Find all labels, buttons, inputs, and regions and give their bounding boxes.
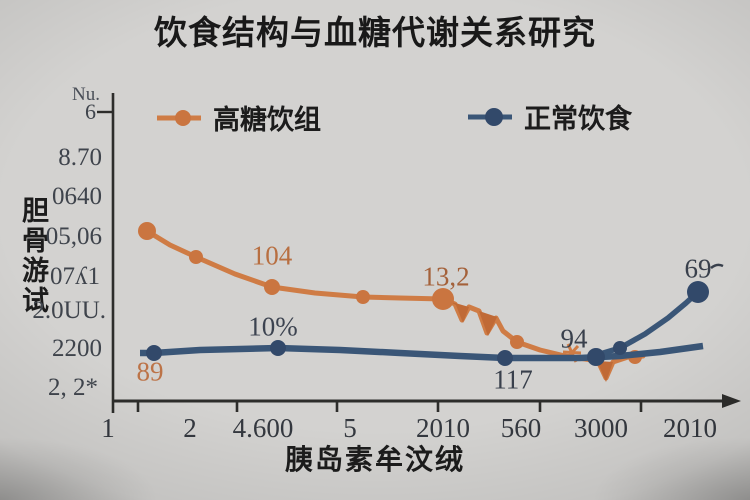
x-axis-tick-label-2: 4.600 bbox=[232, 413, 294, 443]
y-axis-tick-label-2: 05,06 bbox=[45, 223, 102, 250]
y-axis-corner-note: Nu. bbox=[72, 84, 100, 105]
series-normal-diet-point-4 bbox=[613, 341, 627, 355]
series-normal-diet-point-3 bbox=[587, 348, 605, 366]
y-axis-tick-label-6: 2, 2* bbox=[48, 374, 98, 401]
y-axis-tick-label-3: 07ʎ1 bbox=[50, 263, 100, 290]
series-high-sugar-point-2 bbox=[264, 279, 280, 295]
legend-marker-navy-icon bbox=[468, 107, 512, 126]
series-high-sugar-point-4 bbox=[432, 288, 454, 310]
x-axis-tick-label-5: 560 bbox=[500, 413, 542, 443]
series-normal-diet-point-1 bbox=[270, 340, 286, 356]
legend-item-normal-diet: 正常饮食 bbox=[466, 97, 632, 136]
y-axis-tick-label-1: 0640 bbox=[52, 183, 102, 210]
series-high-sugar-jag bbox=[479, 311, 497, 336]
x-axis-tick-label-3: 5 bbox=[343, 413, 357, 443]
data-label-94: 94 bbox=[560, 323, 588, 354]
series-high-sugar-point-3 bbox=[356, 290, 370, 304]
legend-label-normal-diet: 正常饮食 bbox=[524, 104, 632, 134]
data-label-10%: 10% bbox=[248, 311, 298, 342]
x-axis-tick-label-6: 3000 bbox=[574, 413, 628, 443]
series-normal-diet-line bbox=[140, 342, 704, 362]
x-axis-arrowhead-icon bbox=[722, 394, 741, 408]
label-69-tick-mark bbox=[710, 263, 724, 269]
series-high-sugar-spike bbox=[597, 361, 613, 382]
y-axis-tick-label-0: 8.70 bbox=[58, 144, 102, 171]
y-axis-top-tick-label: 6 bbox=[85, 99, 96, 124]
series-high-sugar-jag bbox=[445, 300, 469, 323]
x-axis-tick-label-0: 1 bbox=[101, 413, 115, 443]
data-label-13,2: 13,2 bbox=[422, 261, 470, 292]
x-axis-tick-label-1: 2 bbox=[183, 413, 197, 443]
series-high-sugar-point-5 bbox=[510, 335, 524, 349]
series-normal-diet-point-5 bbox=[687, 281, 709, 303]
legend-item-high-sugar: 高糖饮组 bbox=[155, 98, 321, 137]
y-axis-tick-label-4: 2.0UU. bbox=[32, 297, 106, 324]
data-label-117: 117 bbox=[493, 364, 533, 395]
y-axis-title: 胆骨游试 bbox=[18, 196, 48, 316]
series-normal-diet-point-2 bbox=[497, 350, 513, 366]
x-axis-title: 胰岛素牟汶绒 bbox=[284, 444, 466, 475]
chart-title: 饮食结构与血糖代谢关系研究 bbox=[154, 14, 596, 51]
y-axis-tick-label-5: 2200 bbox=[52, 335, 102, 362]
data-label-89: 89 bbox=[136, 356, 164, 387]
x-axis-tick-label-7: 2010 bbox=[663, 413, 717, 443]
x-axis-tick-label-4: 2010 bbox=[416, 413, 470, 443]
legend-label-high-sugar: 高糖饮组 bbox=[213, 105, 321, 135]
series-normal-diet-point-0 bbox=[146, 345, 162, 361]
series-high-sugar-point-0 bbox=[138, 222, 156, 240]
series-high-sugar-point-1 bbox=[189, 250, 203, 264]
legend-marker-orange-icon bbox=[157, 109, 201, 126]
data-label-69: 69 bbox=[684, 253, 712, 284]
data-label-104: 104 bbox=[251, 240, 293, 271]
